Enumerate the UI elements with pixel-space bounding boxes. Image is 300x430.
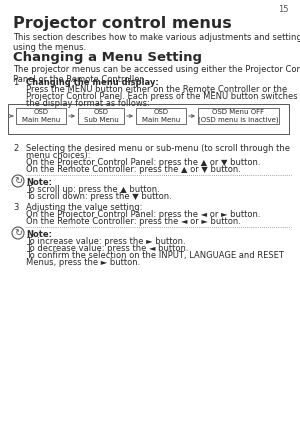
Text: ↻: ↻	[14, 176, 22, 186]
Text: the display format as follows:: the display format as follows:	[26, 99, 150, 108]
Text: On the Projector Control Panel: press the ◄ or ► button.: On the Projector Control Panel: press th…	[26, 210, 260, 219]
Text: Press the MENU button either on the Remote Controller or the: Press the MENU button either on the Remo…	[26, 85, 287, 94]
Text: 3: 3	[13, 203, 18, 212]
Text: The projector menus can be accessed using either the Projector Control
Panel or : The projector menus can be accessed usin…	[13, 65, 300, 84]
Text: Changing the menu display:: Changing the menu display:	[26, 78, 159, 87]
Text: Changing a Menu Setting: Changing a Menu Setting	[13, 51, 202, 64]
Bar	[136, 108, 186, 124]
Bar	[78, 108, 124, 124]
Text: Selecting the desired menu or sub-menu (to scroll through the: Selecting the desired menu or sub-menu (…	[26, 144, 290, 153]
Text: 1: 1	[13, 78, 18, 87]
Text: OSD
Main Menu: OSD Main Menu	[142, 110, 180, 123]
Text: To confirm the selection on the INPUT, LANGUAGE and RESET: To confirm the selection on the INPUT, L…	[26, 251, 284, 260]
Text: To scroll down: press the ▼ button.: To scroll down: press the ▼ button.	[26, 192, 172, 201]
Text: Note:: Note:	[26, 178, 52, 187]
Text: Projector Control Panel. Each press of the MENU button switches: Projector Control Panel. Each press of t…	[26, 92, 298, 101]
Text: Note:: Note:	[26, 230, 52, 239]
Text: 15: 15	[278, 5, 289, 14]
Text: On the Remote Controller: press the ▲ or ▼ button.: On the Remote Controller: press the ▲ or…	[26, 165, 241, 174]
Bar	[16, 108, 66, 124]
Text: On the Remote Controller: press the ◄ or ► button.: On the Remote Controller: press the ◄ or…	[26, 217, 241, 226]
Text: On the Projector Control Panel: press the ▲ or ▼ button.: On the Projector Control Panel: press th…	[26, 158, 260, 167]
Bar	[198, 108, 279, 124]
Text: menu choices):: menu choices):	[26, 151, 91, 160]
Text: ↻: ↻	[14, 228, 22, 238]
Text: To decrease value: press the ◄ button.: To decrease value: press the ◄ button.	[26, 244, 188, 253]
Text: To scroll up: press the ▲ button.: To scroll up: press the ▲ button.	[26, 185, 160, 194]
Text: Menus, press the ► button.: Menus, press the ► button.	[26, 258, 140, 267]
Bar	[8, 104, 289, 134]
Text: Adjusting the value setting:: Adjusting the value setting:	[26, 203, 142, 212]
Text: This section describes how to make various adjustments and settings
using the me: This section describes how to make vario…	[13, 33, 300, 52]
Text: Projector control menus: Projector control menus	[13, 16, 232, 31]
Text: 2: 2	[13, 144, 18, 153]
Text: To increase value: press the ► button.: To increase value: press the ► button.	[26, 237, 186, 246]
Text: OSD Menu OFF
(OSD menu is inactive): OSD Menu OFF (OSD menu is inactive)	[198, 109, 279, 123]
Text: OSD
Main Menu: OSD Main Menu	[22, 110, 60, 123]
Text: OSD
Sub Menu: OSD Sub Menu	[84, 110, 118, 123]
